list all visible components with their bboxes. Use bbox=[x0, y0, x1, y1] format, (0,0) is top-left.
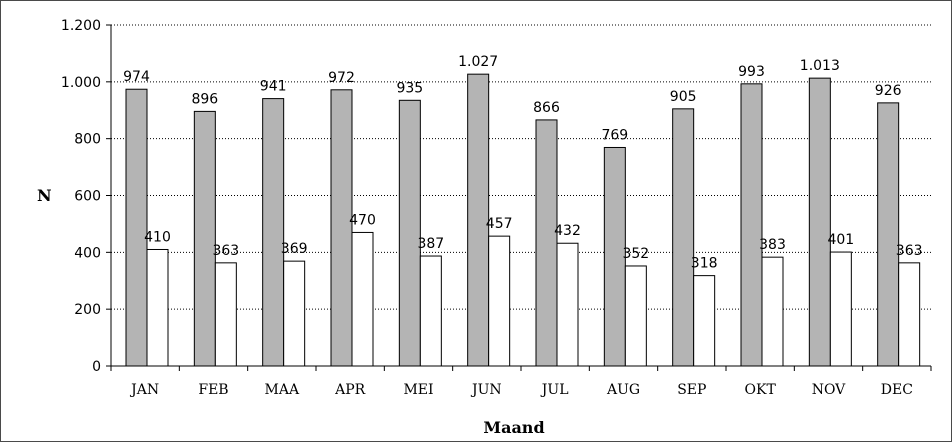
bar-series-2 bbox=[898, 262, 921, 367]
bar-series-1 bbox=[262, 98, 285, 367]
data-label: 1.027 bbox=[458, 54, 498, 70]
bar-series-1 bbox=[193, 110, 216, 367]
data-label: 457 bbox=[486, 216, 513, 232]
bar-series-2 bbox=[829, 251, 852, 367]
data-label: 935 bbox=[396, 80, 423, 96]
data-label: 993 bbox=[738, 64, 765, 80]
data-label: 352 bbox=[622, 246, 649, 262]
data-label: 387 bbox=[417, 236, 444, 252]
bar-series-2 bbox=[624, 265, 647, 367]
y-axis-ticks: 0 200 400 600 800 1.000 1.200 bbox=[61, 18, 111, 375]
data-label: 401 bbox=[827, 232, 854, 248]
data-label: 941 bbox=[260, 79, 287, 95]
bar-series-2 bbox=[146, 248, 169, 367]
bar-series-2 bbox=[214, 262, 237, 367]
bar-series-2 bbox=[488, 235, 511, 367]
y-axis-title: N bbox=[37, 186, 52, 205]
category-label: AUG bbox=[606, 382, 640, 398]
y-tick-label: 400 bbox=[74, 245, 101, 261]
bar-series-2 bbox=[351, 231, 374, 367]
y-tick-label: 1.200 bbox=[61, 18, 101, 34]
y-tick-label: 800 bbox=[74, 132, 101, 148]
data-label: 926 bbox=[875, 83, 902, 99]
data-labels: 974 410 896 363 941 369 972 470 935 387 1.027 457 86… bbox=[123, 54, 922, 271]
data-label: 363 bbox=[896, 243, 923, 259]
data-label: 769 bbox=[601, 127, 628, 143]
bar-series-1 bbox=[740, 83, 763, 367]
bar-series-1 bbox=[398, 99, 421, 367]
data-label: 905 bbox=[670, 89, 697, 105]
category-label: JAN bbox=[129, 382, 159, 398]
y-tick-label: 1.000 bbox=[61, 75, 101, 91]
data-label: 974 bbox=[123, 69, 150, 85]
y-tick-label: 0 bbox=[92, 359, 101, 375]
category-label: JUL bbox=[540, 382, 569, 398]
category-label: SEP bbox=[677, 382, 706, 398]
category-label: OKT bbox=[745, 382, 777, 398]
bar-series-2 bbox=[693, 275, 716, 367]
bar-series-2 bbox=[556, 242, 579, 367]
category-label: NOV bbox=[812, 382, 846, 398]
data-label: 410 bbox=[144, 229, 171, 245]
x-axis-ticks: JAN FEB MAA APR MEI JUN JUL AUG SEP OKT NOV DEC bbox=[110, 366, 932, 398]
category-label: FEB bbox=[198, 382, 228, 398]
data-label: 369 bbox=[281, 241, 308, 257]
data-label: 383 bbox=[759, 237, 786, 253]
bar-series-1 bbox=[808, 77, 831, 367]
category-label: JUN bbox=[470, 382, 502, 398]
x-axis-title: Maand bbox=[483, 418, 544, 437]
category-label: MEI bbox=[403, 382, 433, 398]
bar-series-2 bbox=[419, 255, 442, 367]
bar-series-1 bbox=[535, 119, 558, 367]
bar-series-1 bbox=[125, 88, 148, 367]
data-label: 896 bbox=[191, 91, 218, 107]
y-tick-label: 600 bbox=[74, 189, 101, 205]
bars bbox=[125, 73, 921, 367]
data-label: 972 bbox=[328, 70, 355, 86]
bar-series-1 bbox=[877, 102, 900, 367]
bar-series-2 bbox=[761, 256, 784, 367]
data-label: 1.013 bbox=[800, 58, 840, 74]
y-tick-label: 200 bbox=[74, 302, 101, 318]
category-label: DEC bbox=[881, 382, 913, 398]
data-label: 866 bbox=[533, 100, 560, 116]
data-label: 470 bbox=[349, 212, 376, 228]
category-label: MAA bbox=[265, 382, 300, 398]
category-label: APR bbox=[334, 382, 366, 398]
data-label: 432 bbox=[554, 223, 581, 239]
data-label: 318 bbox=[691, 256, 718, 272]
bar-series-1 bbox=[672, 108, 695, 367]
bar-series-2 bbox=[283, 260, 306, 367]
data-label: 363 bbox=[212, 243, 239, 259]
